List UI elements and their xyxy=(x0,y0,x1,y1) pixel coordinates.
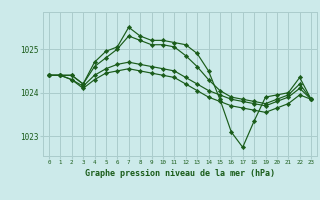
X-axis label: Graphe pression niveau de la mer (hPa): Graphe pression niveau de la mer (hPa) xyxy=(85,169,275,178)
